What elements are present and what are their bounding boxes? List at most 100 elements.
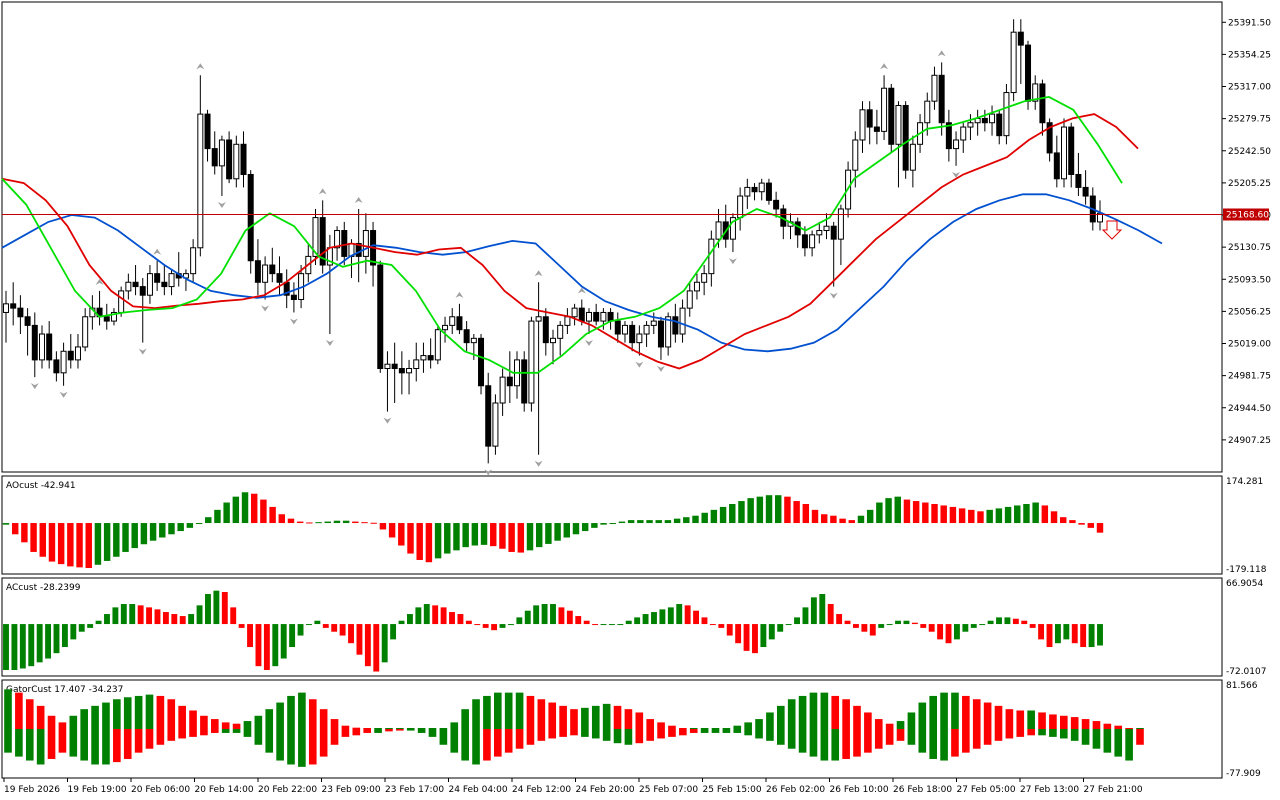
gator-lower-bar — [189, 729, 197, 737]
gator-upper-bar — [385, 728, 393, 729]
histogram-bar — [61, 624, 68, 648]
histogram-bar — [131, 523, 138, 549]
gator-upper-bar — [1027, 710, 1035, 729]
time-tick-label: 24 Feb 12:00 — [512, 785, 571, 795]
gator-lower-bar — [178, 729, 186, 739]
gator-upper-bar — [896, 721, 905, 729]
gator-lower-bar — [1081, 729, 1090, 745]
gator-lower-bar — [1059, 729, 1068, 739]
candle — [384, 351, 391, 412]
histogram-bar — [1071, 624, 1078, 644]
ao-panel[interactable]: AOcust -42.941 174.281 -179.118 — [1, 475, 1267, 575]
gator-upper-bar — [134, 695, 143, 729]
histogram-bar — [154, 609, 161, 625]
gator-upper-bar — [983, 702, 992, 729]
gator-upper-bar — [570, 709, 578, 729]
histogram-bar — [3, 624, 9, 670]
gator-panel[interactable]: GatorCust 17.407 -34.237 81.566 -77.909 — [1, 679, 1261, 779]
candle-body — [146, 273, 153, 296]
histogram-bar — [729, 503, 736, 524]
candle — [816, 221, 823, 244]
candle — [240, 131, 247, 188]
histogram-bar — [21, 523, 28, 543]
candle — [636, 325, 643, 356]
gator-lower-bar — [58, 729, 67, 753]
gator-upper-bar — [243, 721, 252, 729]
gator-upper-bar — [581, 707, 589, 729]
histogram-bar — [1032, 502, 1039, 524]
gator-lower-bar — [80, 729, 89, 761]
gator-lower-bar — [668, 729, 676, 737]
candle-body — [290, 294, 297, 301]
candle-body — [715, 221, 722, 240]
ac-panel[interactable]: ACcust -28.2399 66.9054 -72.0107 — [1, 577, 1266, 677]
candle-body — [67, 350, 74, 361]
candle-body — [247, 173, 254, 262]
gator-panel-frame — [1, 679, 1223, 779]
histogram-bar — [642, 614, 649, 625]
histogram-bar — [738, 501, 745, 524]
candle-body — [679, 307, 686, 335]
candle — [485, 372, 492, 464]
candle-body — [989, 113, 996, 124]
gator-upper-bar — [461, 709, 469, 729]
histogram-bar — [297, 624, 304, 636]
gator-upper-bar — [298, 692, 306, 729]
histogram-bar — [70, 624, 77, 640]
histogram-bar — [53, 624, 60, 654]
gator-lower-bar — [472, 729, 480, 765]
candle-body — [888, 87, 895, 145]
fractal-down-icon — [325, 340, 334, 347]
gator-lower-bar — [298, 729, 306, 767]
fractal-up-icon — [196, 63, 205, 70]
histogram-bar — [784, 496, 791, 524]
price-tick-label: 25130.75 — [1228, 243, 1271, 253]
histogram-bar — [232, 496, 240, 524]
gator-upper-bar — [951, 692, 959, 729]
candle — [204, 109, 211, 162]
candle-body — [233, 143, 240, 180]
gator-lower-bar — [526, 729, 535, 745]
gator-lower-bar — [276, 729, 284, 761]
candle-body — [1025, 44, 1032, 102]
gator-lower-bar — [493, 729, 502, 757]
candle-body — [1061, 126, 1068, 180]
histogram-bar — [646, 520, 653, 524]
histogram-bar — [524, 610, 531, 625]
histogram-bar — [78, 624, 85, 632]
candle — [765, 178, 772, 205]
gator-lower-bar — [624, 729, 633, 745]
candle — [866, 101, 873, 145]
ao-scale-max: 174.281 — [1226, 477, 1263, 487]
price-panel[interactable]: 25391.50 25354.25 25317.00 25279.75 25242.50… — [1, 1, 1271, 476]
candle — [276, 256, 283, 296]
gator-upper-bar — [221, 722, 230, 729]
histogram-bar — [517, 523, 525, 553]
time-tick-label: 23 Feb 17:00 — [385, 785, 444, 795]
candle — [550, 329, 556, 365]
candle — [643, 321, 650, 347]
fractal-up-icon — [880, 63, 889, 70]
gator-lower-bar — [776, 729, 785, 745]
gator-upper-bar — [864, 712, 872, 729]
gator-upper-bar — [831, 695, 840, 729]
candle — [434, 325, 441, 365]
fractal-up-icon — [318, 188, 327, 195]
candle — [996, 109, 1003, 145]
gator-upper-bar — [352, 727, 361, 729]
gator-upper-bar — [962, 695, 970, 729]
candle — [226, 131, 233, 184]
histogram-bar — [775, 495, 782, 524]
gator-upper-bar — [1070, 717, 1079, 729]
candle — [3, 290, 9, 343]
histogram-bar — [373, 624, 380, 672]
histogram-bar — [289, 624, 296, 648]
histogram-bar — [213, 590, 220, 625]
gator-upper-bar — [657, 722, 665, 729]
histogram-bar — [196, 605, 203, 625]
candle-body — [334, 230, 341, 249]
histogram-bar — [342, 520, 350, 524]
gator-upper-bar — [885, 723, 894, 729]
candle — [38, 325, 45, 369]
